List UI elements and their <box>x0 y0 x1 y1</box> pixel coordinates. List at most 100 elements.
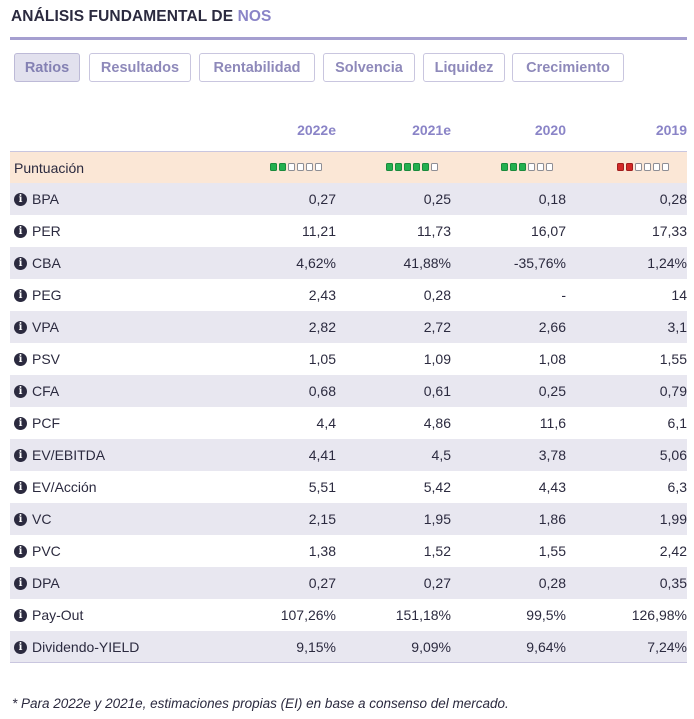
page-title: ANÁLISIS FUNDAMENTAL DE NOS <box>11 8 271 26</box>
cell-value: 3,1 <box>667 319 687 335</box>
cell-value: 2,15 <box>308 511 336 527</box>
row-label: i PCF <box>14 407 60 439</box>
tab-liquidez[interactable]: Liquidez <box>423 53 505 82</box>
ticker-label: NOS <box>237 8 272 25</box>
row-label: i EV/Acción <box>14 471 97 503</box>
cell-value: 9,64% <box>526 639 566 655</box>
info-icon[interactable]: i <box>14 640 27 654</box>
score-square <box>653 163 660 171</box>
cell-value: 6,1 <box>667 415 687 431</box>
cell-value: 0,28 <box>538 575 566 591</box>
tab-resultados[interactable]: Resultados <box>89 53 191 82</box>
row-label: i PEG <box>14 279 62 311</box>
cell-value: 0,25 <box>423 191 451 207</box>
info-icon[interactable]: i <box>14 576 27 590</box>
score-square <box>528 163 535 171</box>
cell-value: 9,15% <box>296 639 336 655</box>
row-label-text: Dividendo-YIELD <box>32 639 140 655</box>
row-label: i PER <box>14 215 61 247</box>
row-label-text: PER <box>32 223 61 239</box>
cell-value: - <box>561 287 566 303</box>
cell-value: 11,6 <box>539 415 566 431</box>
row-label-text: CFA <box>32 383 60 399</box>
info-icon[interactable]: i <box>14 224 27 238</box>
cell-value: 4,4 <box>316 415 336 431</box>
row-label: i EV/EBITDA <box>14 439 105 471</box>
row-label: i VPA <box>14 311 59 343</box>
info-icon[interactable]: i <box>14 320 27 334</box>
info-icon[interactable]: i <box>14 384 27 398</box>
score-square <box>431 163 438 171</box>
cell-value: 1,99 <box>659 511 687 527</box>
tab-ratios[interactable]: Ratios <box>14 53 80 82</box>
table-row: i PSV 1,05 1,09 1,08 1,55 <box>10 343 687 375</box>
score-square <box>279 163 286 171</box>
info-icon[interactable]: i <box>14 256 27 270</box>
tab-crecimiento[interactable]: Crecimiento <box>512 53 624 82</box>
cell-value: 1,52 <box>423 543 451 559</box>
score-indicator <box>270 163 322 171</box>
info-icon[interactable]: i <box>14 480 27 494</box>
info-icon[interactable]: i <box>14 288 27 302</box>
row-label: i DPA <box>14 567 60 599</box>
cell-value: 7,24% <box>647 639 687 655</box>
score-square <box>422 163 429 171</box>
score-square <box>546 163 553 171</box>
cell-value: 0,27 <box>308 191 336 207</box>
row-label-text: EV/Acción <box>32 479 97 495</box>
table-row: i PVC 1,38 1,52 1,55 2,42 <box>10 535 687 567</box>
score-square <box>510 163 517 171</box>
table-row: i DPA 0,27 0,27 0,28 0,35 <box>10 567 687 599</box>
cell-value: 4,41 <box>308 447 336 463</box>
table-row: i EV/Acción 5,51 5,42 4,43 6,3 <box>10 471 687 503</box>
cell-value: 0,68 <box>308 383 336 399</box>
cell-value: 151,18% <box>395 607 451 623</box>
score-square <box>617 163 624 171</box>
row-label: i BPA <box>14 183 59 215</box>
table-row: i PER 11,21 11,73 16,07 17,33 <box>10 215 687 247</box>
cell-value: 0,25 <box>538 383 566 399</box>
tab-rentabilidad[interactable]: Rentabilidad <box>199 53 315 82</box>
score-square <box>626 163 633 171</box>
cell-value: 1,08 <box>538 351 566 367</box>
score-row: Puntuación <box>10 151 687 183</box>
score-square <box>644 163 651 171</box>
cell-value: 2,66 <box>538 319 566 335</box>
cell-value: 4,5 <box>431 447 451 463</box>
table-row: i EV/EBITDA 4,41 4,5 3,78 5,06 <box>10 439 687 471</box>
cell-value: 0,27 <box>423 575 451 591</box>
info-icon[interactable]: i <box>14 352 27 366</box>
cell-value: 1,86 <box>538 511 566 527</box>
score-square <box>662 163 669 171</box>
cell-value: 5,42 <box>423 479 451 495</box>
tab-solvencia[interactable]: Solvencia <box>323 53 415 82</box>
score-square <box>635 163 642 171</box>
cell-value: 6,3 <box>667 479 687 495</box>
table-row: i VPA 2,82 2,72 2,66 3,1 <box>10 311 687 343</box>
info-icon[interactable]: i <box>14 512 27 526</box>
cell-value: 4,43 <box>538 479 566 495</box>
section-header: ANÁLISIS FUNDAMENTAL DE NOS <box>10 0 687 40</box>
cell-value: 1,55 <box>538 543 566 559</box>
year-header: 2020 <box>534 122 566 138</box>
info-icon[interactable]: i <box>14 416 27 430</box>
info-icon[interactable]: i <box>14 192 27 206</box>
table-row: i Pay-Out 107,26% 151,18% 99,5% 126,98% <box>10 599 687 631</box>
row-label-text: EV/EBITDA <box>32 447 106 463</box>
row-label-text: PVC <box>32 543 61 559</box>
year-header: 2021e <box>412 122 451 138</box>
row-label: i CBA <box>14 247 61 279</box>
score-indicator <box>617 163 669 171</box>
row-label: i VC <box>14 503 51 535</box>
info-icon[interactable]: i <box>14 544 27 558</box>
table-row: i CFA 0,68 0,61 0,25 0,79 <box>10 375 687 407</box>
score-square <box>537 163 544 171</box>
table-row: i PEG 2,43 0,28 - 14 <box>10 279 687 311</box>
year-header: 2019 <box>655 122 687 138</box>
score-label: Puntuación <box>14 160 85 176</box>
info-icon[interactable]: i <box>14 608 27 622</box>
cell-value: 5,51 <box>308 479 336 495</box>
info-icon[interactable]: i <box>14 448 27 462</box>
score-indicator <box>386 163 438 171</box>
footnote: * Para 2022e y 2021e, estimaciones propi… <box>12 696 509 711</box>
